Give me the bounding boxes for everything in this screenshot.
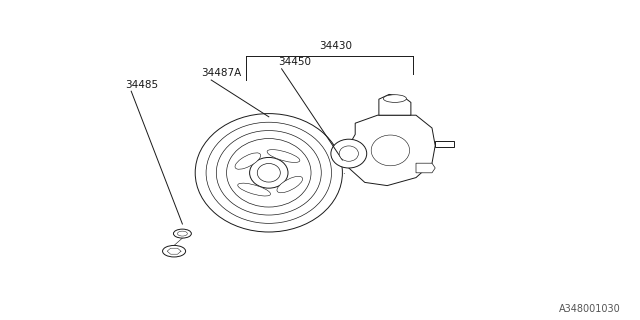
Ellipse shape [383, 95, 406, 102]
Ellipse shape [177, 231, 188, 236]
Text: 34487A: 34487A [202, 68, 242, 78]
Ellipse shape [250, 157, 288, 188]
Ellipse shape [267, 150, 300, 163]
Ellipse shape [237, 183, 271, 196]
Text: A348001030: A348001030 [559, 304, 621, 314]
Ellipse shape [173, 229, 191, 238]
Ellipse shape [235, 153, 260, 169]
Ellipse shape [331, 139, 367, 168]
Polygon shape [349, 115, 435, 186]
Ellipse shape [257, 164, 280, 182]
Text: 34430: 34430 [319, 41, 353, 51]
Polygon shape [435, 141, 454, 147]
Ellipse shape [339, 146, 358, 161]
Ellipse shape [163, 245, 186, 257]
Polygon shape [416, 163, 435, 173]
Text: 34485: 34485 [125, 80, 158, 90]
Ellipse shape [195, 114, 342, 232]
Ellipse shape [277, 176, 303, 193]
Text: 34450: 34450 [278, 57, 312, 67]
Polygon shape [379, 94, 411, 115]
